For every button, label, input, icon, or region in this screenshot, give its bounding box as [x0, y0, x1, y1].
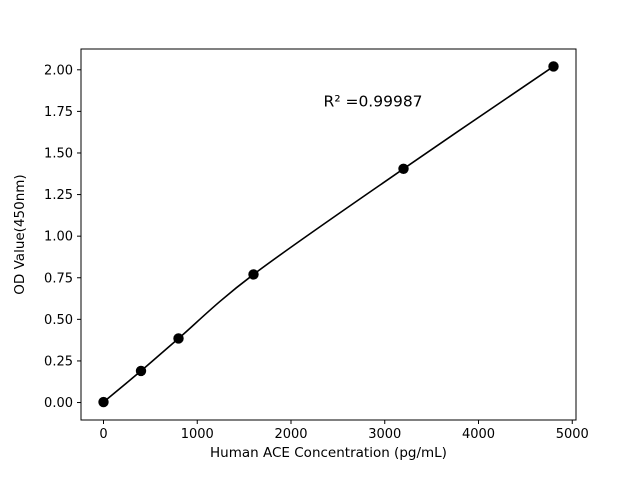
r-squared-annotation: R² =0.99987	[324, 93, 423, 111]
y-tick-label: 1.50	[44, 146, 73, 161]
x-tick-label: 4000	[462, 427, 495, 442]
data-point-marker	[398, 163, 409, 174]
y-axis-label: OD Value(450nm)	[12, 174, 28, 294]
y-tick-label: 2.00	[44, 63, 73, 78]
y-tick-label: 1.25	[44, 188, 73, 203]
y-tick-label: 0.75	[44, 271, 73, 286]
data-points	[98, 61, 559, 408]
y-tick-label: 0.25	[44, 354, 73, 369]
x-tick-label: 1000	[181, 427, 214, 442]
data-point-marker	[548, 61, 559, 72]
x-axis-ticks: 0 1000 2000 3000 4000 5000	[99, 420, 589, 442]
x-tick-label: 0	[99, 427, 107, 442]
x-tick-label: 5000	[556, 427, 589, 442]
data-point-marker	[248, 269, 259, 280]
data-point-marker	[135, 365, 147, 377]
y-axis-ticks: 0.00 0.25 0.50 0.75 1.00 1.25 1.50 1.75 2.00	[44, 63, 81, 411]
x-axis-label: Human ACE Concentration (pg/mL)	[210, 445, 447, 461]
data-point-marker	[98, 396, 109, 408]
x-tick-label: 3000	[368, 427, 401, 442]
y-tick-label: 0.00	[44, 396, 73, 411]
plot-border	[80, 48, 577, 421]
y-tick-label: 1.00	[44, 230, 73, 245]
data-point-marker	[173, 333, 184, 344]
y-tick-label: 0.50	[44, 313, 73, 328]
y-tick-label: 1.75	[44, 105, 73, 120]
x-tick-label: 2000	[274, 427, 307, 442]
